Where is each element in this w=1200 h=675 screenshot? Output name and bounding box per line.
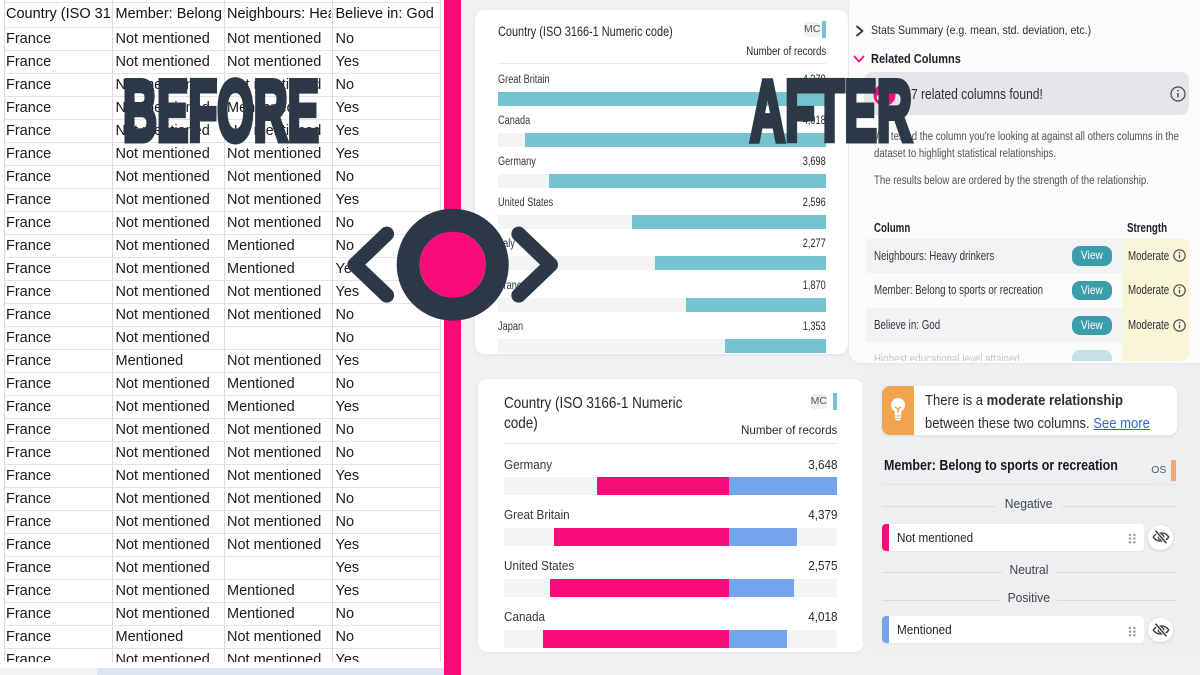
svg-text:BEFORE: BEFORE <box>123 64 319 160</box>
svg-text:AFTER: AFTER <box>750 64 912 160</box>
